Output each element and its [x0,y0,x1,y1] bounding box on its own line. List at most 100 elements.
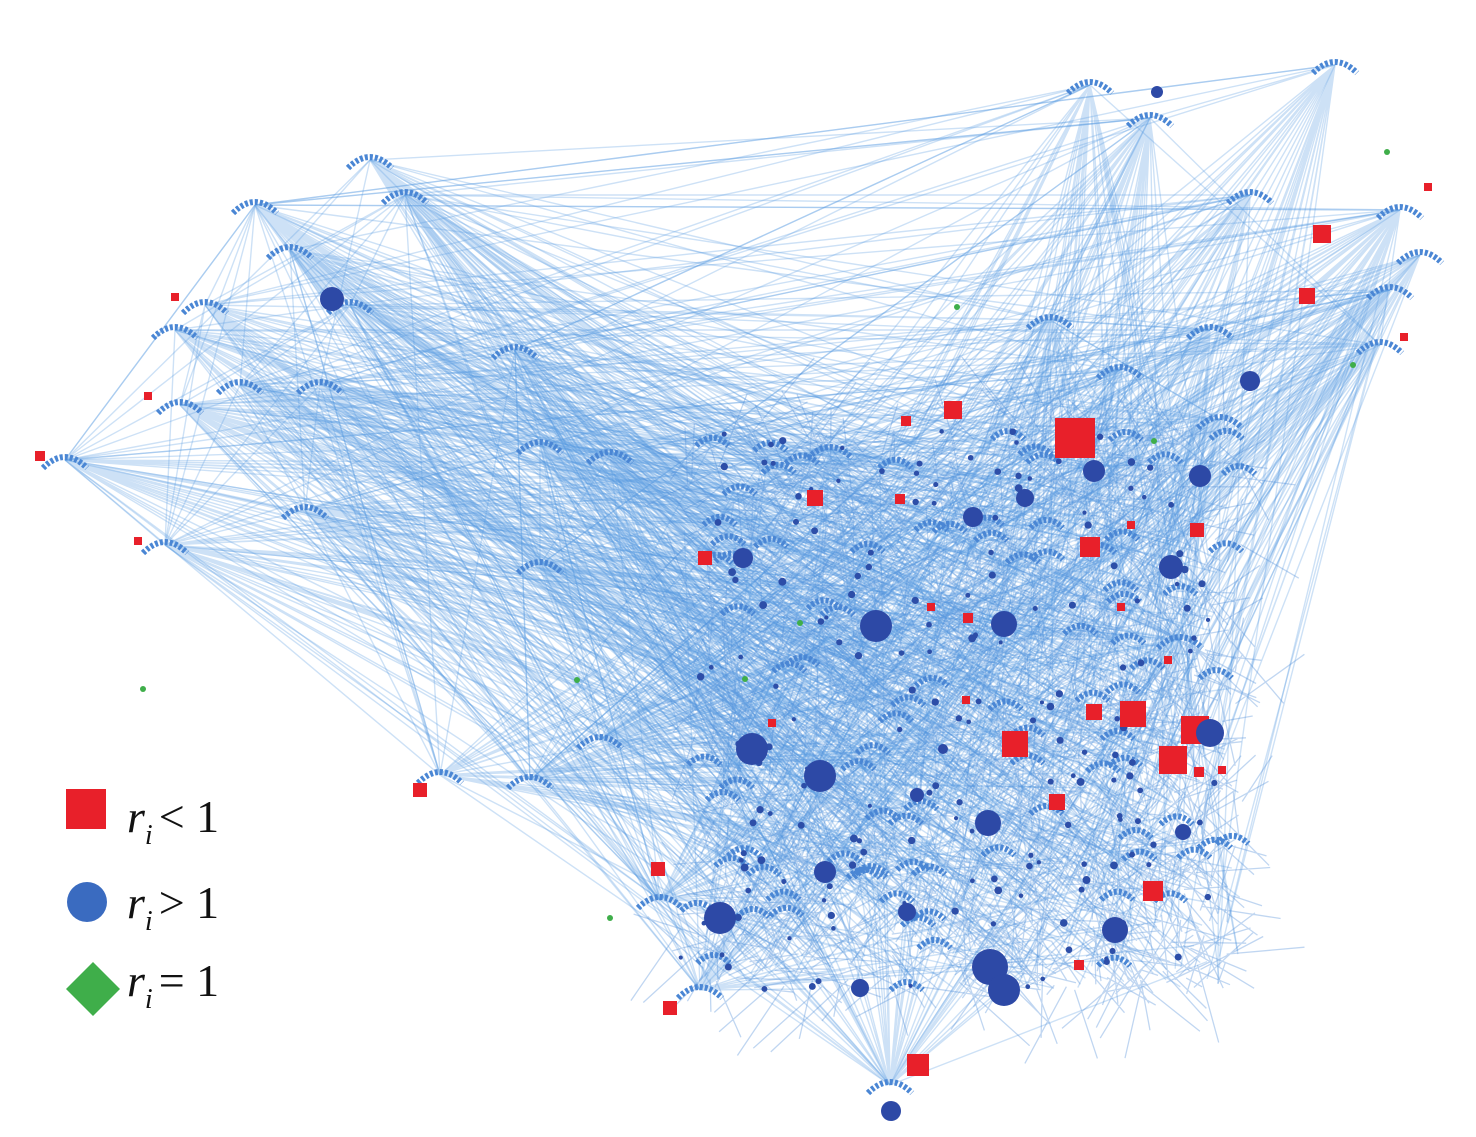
red-node [1313,225,1331,243]
blue-node [1196,719,1224,747]
red-node [768,719,776,727]
small-node [724,963,732,971]
green-node [1151,438,1157,444]
small-node [939,429,944,434]
legend-label: ri > 1 [127,877,219,937]
small-node [1068,601,1076,609]
blue-node [733,548,753,568]
small-node [719,952,725,958]
small-node [854,572,862,580]
small-node [988,571,996,579]
small-node [1081,749,1088,755]
small-node [1128,485,1134,491]
small-node [849,834,858,843]
small-node [967,454,974,461]
small-node [1025,984,1031,990]
small-node [1111,777,1117,783]
symbol: r [127,877,146,928]
small-node [908,983,913,988]
small-node [1183,604,1191,612]
small-node [811,527,819,535]
green-node [1384,149,1390,155]
subscript: i [145,984,153,1015]
small-node [1129,759,1136,766]
small-node [926,621,932,628]
small-node [1081,861,1087,867]
small-node [990,921,997,927]
edge-bundle [289,117,1222,935]
nodes [35,59,1445,1121]
red-node [927,603,935,611]
small-node [836,639,843,646]
blue-node [910,788,924,802]
small-node [1147,464,1154,471]
small-node [968,634,977,643]
small-node [931,698,939,706]
small-node [1059,919,1068,927]
edges [64,64,1421,1086]
small-node [970,878,975,884]
red-node [1424,183,1432,191]
small-node [1211,779,1218,787]
small-node [931,500,937,506]
red-node [413,783,427,797]
small-node [1126,772,1134,780]
small-node [951,907,959,915]
red-node [1143,881,1163,901]
blue-node [963,507,983,527]
small-node [1032,605,1038,611]
edge-bundle [64,194,1221,991]
small-node [1176,550,1184,558]
red-node [944,401,962,419]
edge-bundle [514,84,1381,982]
blue-node [975,810,1001,836]
red-node [698,551,712,565]
small-node [738,654,744,660]
red-node [1055,418,1095,458]
small-node [932,782,940,790]
red-node [895,494,905,504]
blue-node [991,611,1017,637]
blue-node [814,861,836,883]
small-node [955,715,963,722]
red-node [1400,333,1408,341]
small-node [778,577,787,586]
blue-node [881,1101,901,1121]
small-node [1056,736,1064,744]
edge-bundle [64,64,1401,977]
blue-node [1151,86,1163,98]
small-node [792,518,799,525]
red-node [1074,960,1084,970]
red-node [1218,766,1226,774]
small-node [854,652,863,660]
small-node [808,983,816,990]
small-node [1112,751,1119,759]
small-node [714,518,722,526]
red-node [807,490,823,506]
green-node [1350,362,1356,368]
small-node [740,850,747,857]
small-node [1078,886,1085,893]
small-node [768,441,774,448]
red-node [171,293,179,301]
small-node [1070,773,1076,779]
small-node [879,468,885,475]
blue-node [1159,555,1183,579]
small-node [1009,428,1017,436]
small-node [1129,851,1135,858]
blue-node [1189,465,1211,487]
small-node [991,875,998,883]
small-node [801,782,807,789]
small-node [773,683,779,689]
red-node [1190,523,1204,537]
small-node [1198,580,1206,588]
small-node [1096,433,1104,440]
small-node [1015,472,1022,480]
small-node [1191,635,1197,641]
small-node [826,883,833,890]
small-node [1205,617,1211,622]
small-node [781,878,787,885]
red-node [901,416,911,426]
red-node [963,613,973,623]
red-node [651,862,665,876]
